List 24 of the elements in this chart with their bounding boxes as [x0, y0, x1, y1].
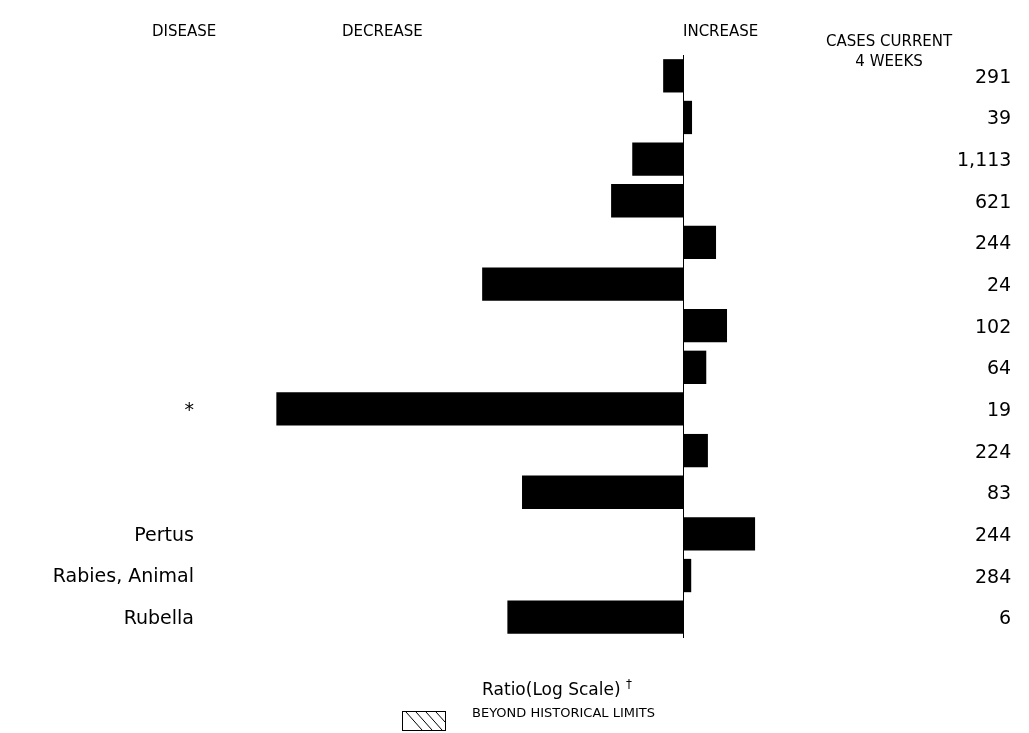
text: 6: [999, 606, 1012, 628]
y-tick-label: Rabies, Animal: [52, 564, 194, 587]
text: 244: [975, 231, 1012, 253]
text: DECREASE: [342, 22, 423, 40]
y-tick-label: Rubella: [123, 605, 194, 628]
text: 621: [975, 190, 1012, 212]
text: 64: [987, 356, 1012, 378]
text: 83: [987, 481, 1012, 503]
text: 102: [975, 315, 1012, 337]
text: 1,113: [957, 148, 1012, 170]
text: CASES CURRENT 4 WEEKS: [826, 32, 954, 70]
text: 19: [987, 398, 1012, 420]
text: 224: [975, 440, 1012, 462]
text: 291: [975, 65, 1012, 87]
text: INCREASE: [683, 22, 759, 40]
text: 39: [987, 106, 1012, 128]
y-tick-label: Pertus: [134, 522, 194, 545]
text: 24: [987, 273, 1012, 295]
y-tick-label: *: [184, 397, 194, 420]
text: BEYOND HISTORICAL LIMITS: [472, 705, 656, 720]
text: 244: [975, 523, 1012, 545]
x-axis-title: Ratio(Log Scale) $^{†}$: [482, 677, 632, 700]
text: 284: [975, 565, 1012, 587]
y-axis-title: DISEASE: [152, 22, 217, 40]
